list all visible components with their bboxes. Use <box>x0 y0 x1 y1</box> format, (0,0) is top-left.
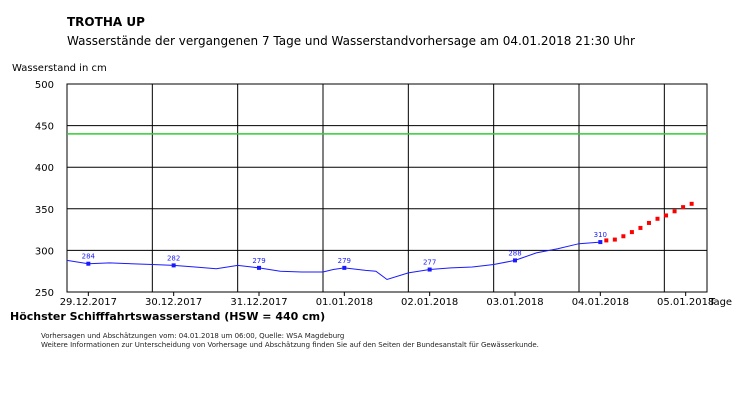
observed-point <box>257 265 261 270</box>
data-label: 284 <box>82 253 96 261</box>
forecast-point <box>638 225 643 230</box>
observed-point <box>171 263 176 268</box>
forecast-point <box>681 205 686 210</box>
forecast-point <box>629 230 634 235</box>
observed-point <box>513 258 517 263</box>
forecast-point <box>689 201 694 206</box>
y-tick-label: 350 <box>35 205 54 216</box>
observed-point <box>427 267 432 272</box>
x-tick-label: 01.01.2018 <box>316 297 373 308</box>
data-label: 279 <box>252 257 265 265</box>
data-label: 279 <box>338 257 351 265</box>
y-tick-label: 250 <box>35 288 54 299</box>
chart-subtitle: Wasserstände der vergangenen 7 Tage und … <box>67 34 635 48</box>
x-tick-label: 04.01.2018 <box>572 297 629 308</box>
data-label-layer: 284 282 279 279 277 288 310 <box>82 231 607 266</box>
forecast-point <box>612 237 617 242</box>
x-tick-label: 29.12.2017 <box>60 297 117 308</box>
forecast-point <box>604 238 609 243</box>
observed-point <box>342 265 347 270</box>
info-note: Weitere Informationen zur Unterscheidung… <box>41 341 539 349</box>
forecast-point <box>655 216 660 221</box>
x-tick-label: 03.01.2018 <box>486 297 543 308</box>
x-tick-label: 31.12.2017 <box>230 297 287 308</box>
observed-series-line <box>66 241 601 281</box>
hsw-caption: Höchster Schifffahrtswasserstand (HSW = … <box>10 310 326 323</box>
series-layer <box>66 201 694 281</box>
y-tick-label: 400 <box>35 163 54 174</box>
axis-layer: 250 300 350 400 450 500 29.12.2017 30.12.2017 31… <box>12 63 732 308</box>
y-tick-label: 450 <box>35 122 54 133</box>
forecast-point <box>672 209 677 214</box>
data-label: 310 <box>594 231 607 239</box>
x-tick-label: 05.01.2018 <box>657 297 714 308</box>
water-level-chart: 284 282 279 279 277 288 310 250 300 350 400 450 500… <box>12 63 732 308</box>
forecast-point <box>621 234 626 239</box>
x-tick-label: 02.01.2018 <box>401 297 458 308</box>
data-label: 282 <box>167 254 180 262</box>
y-tick-label: 500 <box>35 80 54 91</box>
grid <box>66 83 708 293</box>
plot-frame <box>66 83 708 293</box>
y-axis-label: Wasserstand in cm <box>12 63 107 74</box>
forecast-point <box>646 220 651 225</box>
observed-point <box>86 261 91 266</box>
y-tick-label: 300 <box>35 246 54 257</box>
observed-point <box>598 240 603 245</box>
forecast-point <box>664 213 669 218</box>
chart-title: TROTHA UP <box>67 15 145 29</box>
source-note: Vorhersagen und Abschätzungen vom: 04.01… <box>41 332 345 340</box>
x-axis-label: Tage <box>708 297 732 308</box>
data-label: 288 <box>508 249 521 257</box>
data-label: 277 <box>423 259 436 267</box>
x-tick-label: 30.12.2017 <box>145 297 202 308</box>
